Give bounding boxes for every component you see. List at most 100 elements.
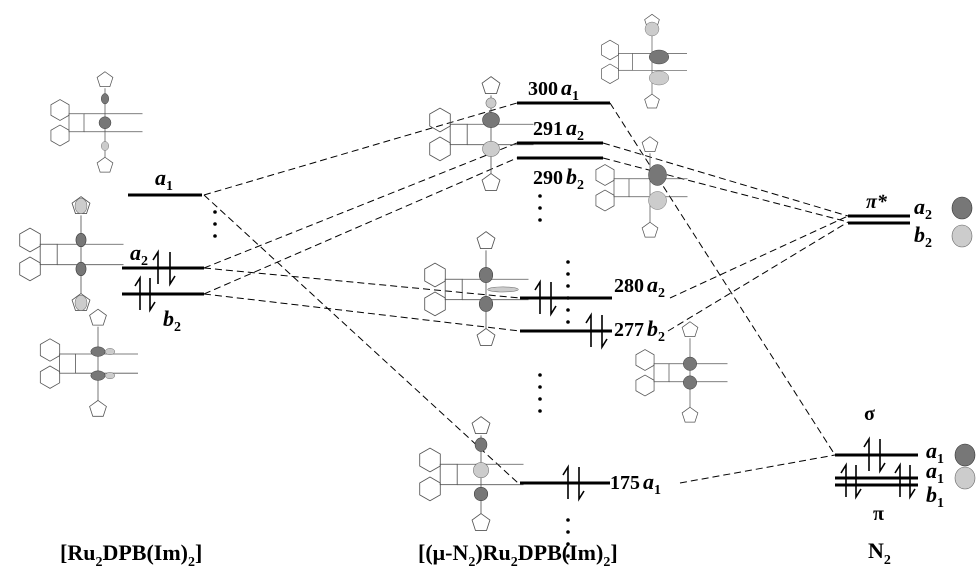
ellipsis-dot <box>566 272 570 276</box>
caption-subscript: 2 <box>603 555 610 570</box>
ring <box>636 375 654 396</box>
ring <box>642 137 658 152</box>
ellipsis-dot <box>566 308 570 312</box>
sigma-label: σ <box>864 403 875 425</box>
orbital-symbol: b <box>647 316 658 341</box>
orbital-symbol: a <box>914 194 925 219</box>
pi-star-label: π* <box>866 191 888 213</box>
orbital-index: 290 <box>533 167 563 189</box>
orbital-subscript: 2 <box>577 129 584 144</box>
orbital-symbol: b <box>566 164 577 189</box>
orbital-lobe <box>483 141 500 156</box>
ring <box>69 114 84 132</box>
orbital-lobe <box>105 372 115 378</box>
orbital-subscript: 1 <box>654 483 661 498</box>
caption-part: [Ru <box>60 540 95 565</box>
orbital-symbol: a <box>647 272 658 297</box>
orbital-symbol: a <box>926 458 937 483</box>
ring <box>440 464 457 484</box>
orbital-lobe <box>101 94 109 105</box>
connector <box>204 103 517 195</box>
ring <box>425 292 446 316</box>
caption-part: [(μ-N <box>418 540 468 565</box>
ring <box>90 309 107 325</box>
ring <box>642 222 658 237</box>
orbital-subscript: 2 <box>658 286 665 301</box>
orbital-lobe <box>75 295 87 310</box>
ring <box>477 329 495 346</box>
ring <box>450 124 467 144</box>
orbital-lobe <box>99 117 111 129</box>
ring <box>97 157 113 172</box>
orbital-label: a2 <box>130 240 148 269</box>
orbital-lobe <box>955 467 975 489</box>
orbital-label: b2 <box>914 222 932 251</box>
orbital-symbol: b <box>914 222 925 247</box>
orbital-symbol: b <box>163 306 174 331</box>
ring <box>596 190 614 211</box>
caption-subscript: 2 <box>884 553 891 568</box>
orbital-index: 280 <box>614 275 644 297</box>
ring <box>20 228 41 252</box>
caption-part: DPB(Im) <box>102 540 188 565</box>
orbital-lobe <box>649 50 669 64</box>
ring <box>51 125 69 146</box>
ring <box>618 54 632 71</box>
orbital-subscript: 2 <box>658 330 665 345</box>
ellipsis-dot <box>213 222 217 226</box>
spin-arrow <box>841 465 846 497</box>
molecule-sketch <box>425 232 529 346</box>
caption: [(μ-N2)Ru2DPB(Im)2] <box>418 540 618 570</box>
ring <box>602 40 619 60</box>
ring <box>90 400 107 416</box>
orbital-label: 290b2 <box>533 164 584 193</box>
ring <box>40 339 59 361</box>
orbital-lobe <box>683 357 697 371</box>
ring <box>645 94 660 108</box>
orbital-lobe <box>649 71 669 85</box>
orbital-symbol: b <box>926 482 937 507</box>
ring <box>425 263 446 287</box>
ring <box>430 108 451 132</box>
orbital-lobe <box>473 463 488 478</box>
orbital-label: a2 <box>914 194 932 223</box>
ring <box>97 72 113 87</box>
ring <box>477 232 495 249</box>
orbital-symbol: a <box>566 115 577 140</box>
orbital-symbol: a <box>561 75 572 100</box>
orbital-subscript: 2 <box>174 320 181 335</box>
orbital-index: 291 <box>533 118 563 140</box>
spin-arrow <box>895 465 900 497</box>
caption-subscript: 2 <box>468 555 475 570</box>
ellipsis-dot <box>538 385 542 389</box>
connector <box>668 222 848 331</box>
orbital-label: a1 <box>155 165 173 194</box>
ring <box>654 364 669 382</box>
ellipsis-dot <box>213 210 217 214</box>
ellipsis-dot <box>566 320 570 324</box>
decorations <box>20 14 975 558</box>
ring <box>20 257 41 281</box>
caption: N2 <box>868 538 891 568</box>
ellipsis-dot <box>566 284 570 288</box>
ring <box>482 77 500 94</box>
orbital-lobe <box>488 287 519 292</box>
ellipsis-dot <box>538 218 542 222</box>
connector <box>204 195 518 483</box>
connector <box>680 455 835 483</box>
connector <box>204 158 517 294</box>
orbital-lobe <box>91 371 105 381</box>
molecule-sketch <box>40 309 138 416</box>
orbital-lobe <box>76 233 86 247</box>
orbital-subscript: 2 <box>925 208 932 223</box>
ring <box>682 322 698 337</box>
ellipsis-dot <box>213 234 217 238</box>
orbital-lobe <box>474 487 488 501</box>
connector <box>204 268 520 298</box>
molecule-sketch <box>20 197 124 311</box>
ring <box>602 64 619 84</box>
level-lines <box>122 103 918 485</box>
ring <box>596 165 614 186</box>
orbital-lobe <box>683 376 697 390</box>
caption-part: ] <box>610 540 617 565</box>
